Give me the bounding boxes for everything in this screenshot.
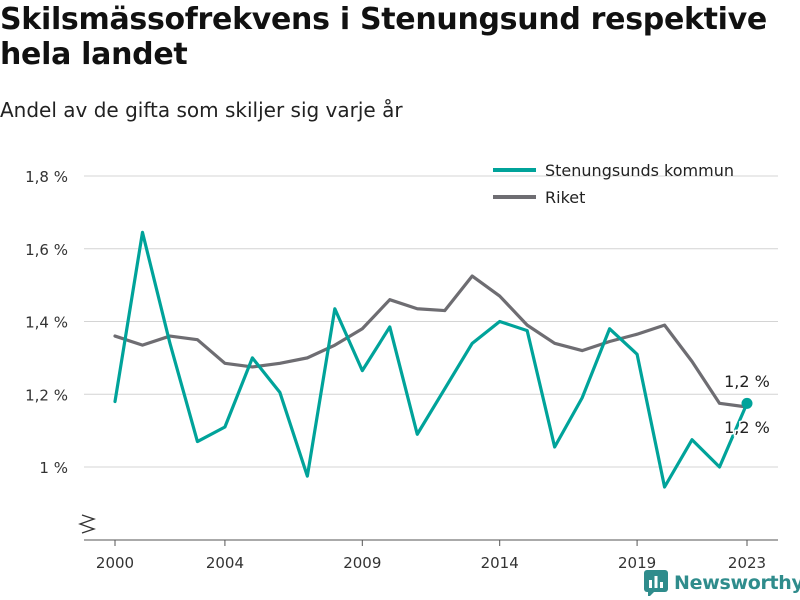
chart-title: Skilsmässofrekvens i Stenungsund respekt… xyxy=(0,2,767,72)
axis-break-icon xyxy=(78,514,96,534)
x-tick-label: 2014 xyxy=(481,554,519,572)
x-tick-label: 2019 xyxy=(618,554,656,572)
series-line-stenungsund xyxy=(113,230,749,489)
x-tick-label: 2009 xyxy=(343,554,381,572)
y-tick-label: 1 % xyxy=(39,459,68,477)
y-tick-label: 1,4 % xyxy=(25,314,68,332)
bar-chart-icon xyxy=(644,570,668,596)
x-tick-label: 2023 xyxy=(728,554,766,572)
end-point-marker xyxy=(741,397,753,409)
newsworthy-logo[interactable]: Newsworthy xyxy=(644,569,800,597)
end-label-stenungsund: 1,2 % xyxy=(724,372,770,391)
legend-label: Riket xyxy=(545,188,585,207)
y-tick-label: 1,2 % xyxy=(25,386,68,404)
x-tick-label: 2004 xyxy=(206,554,244,572)
end-label-riket: 1,2 % xyxy=(724,418,770,437)
legend-label: Stenungsunds kommun xyxy=(545,161,734,180)
x-tick-label: 2000 xyxy=(96,554,134,572)
series-line-riket xyxy=(113,274,749,409)
y-tick-label: 1,6 % xyxy=(25,241,68,259)
y-tick-label: 1,8 % xyxy=(25,168,68,186)
chart-subtitle: Andel av de gifta som skiljer sig varje … xyxy=(0,98,403,122)
brand-name: Newsworthy xyxy=(674,572,800,594)
